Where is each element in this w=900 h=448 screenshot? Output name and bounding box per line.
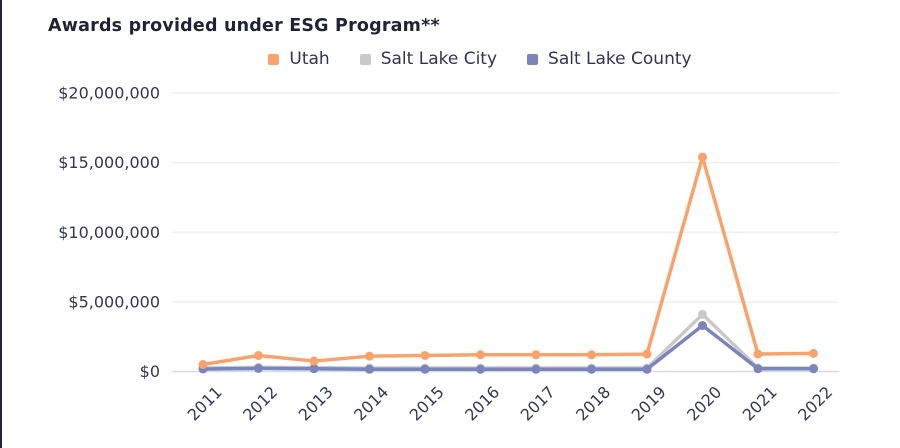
x-axis-labels-group: 2011 2012 2013 2014 2015 2016 2017 2018 2019 2020… bbox=[184, 382, 837, 424]
series-line-utah bbox=[201, 155, 816, 367]
y-axis-tick-label: $20,000,000 bbox=[58, 84, 160, 103]
legend-swatch-utah-icon bbox=[268, 53, 280, 65]
x-axis-tick-label: 2022 bbox=[794, 382, 836, 424]
data-point-salt-lake-county-2015 bbox=[420, 364, 430, 374]
data-point-utah-2014 bbox=[365, 351, 374, 361]
data-point-utah-2016 bbox=[476, 350, 485, 360]
gridlines-group bbox=[172, 92, 839, 373]
data-point-salt-lake-county-2012 bbox=[254, 363, 263, 373]
data-point-salt-lake-county-2018 bbox=[587, 364, 596, 374]
legend-swatch-salt-lake-city-icon bbox=[359, 53, 371, 65]
data-point-salt-lake-county-2017 bbox=[531, 364, 541, 374]
data-point-salt-lake-county-2016 bbox=[476, 364, 485, 374]
legend-label-salt-lake-city: Salt Lake City bbox=[380, 49, 498, 69]
legend-label-salt-lake-county: Salt Lake County bbox=[548, 49, 692, 69]
y-axis-tick-label: $0 bbox=[140, 362, 160, 381]
legend-item-salt-lake-city: Salt Lake City bbox=[359, 49, 498, 69]
x-axis-tick-label: 2016 bbox=[461, 382, 503, 424]
data-point-salt-lake-county-2014 bbox=[365, 364, 374, 374]
legend-item-utah: Utah bbox=[268, 49, 330, 69]
data-point-utah-2012 bbox=[254, 350, 263, 360]
legend-swatch-salt-lake-county-icon bbox=[527, 53, 539, 65]
data-point-utah-2019 bbox=[642, 349, 652, 359]
data-point-utah-2021 bbox=[753, 349, 763, 359]
x-axis-tick-label: 2020 bbox=[683, 382, 725, 424]
x-axis-tick-label: 2014 bbox=[350, 382, 392, 424]
y-axis-tick-label: $5,000,000 bbox=[68, 292, 160, 311]
data-point-salt-lake-city-2020 bbox=[698, 309, 707, 319]
data-point-utah-2020 bbox=[698, 152, 707, 162]
legend-label-utah: Utah bbox=[289, 49, 330, 69]
series-group bbox=[198, 152, 818, 374]
data-point-utah-2015 bbox=[420, 350, 430, 360]
data-point-utah-2018 bbox=[587, 350, 596, 360]
data-point-utah-2013 bbox=[309, 356, 319, 366]
x-axis-tick-label: 2019 bbox=[628, 382, 670, 424]
data-point-salt-lake-county-2022 bbox=[809, 364, 818, 374]
x-axis-tick-label: 2011 bbox=[184, 382, 226, 424]
legend-item-salt-lake-county: Salt Lake County bbox=[527, 49, 692, 69]
data-point-salt-lake-county-2019 bbox=[642, 364, 652, 374]
y-axis-tick-label: $15,000,000 bbox=[58, 153, 160, 172]
x-axis-tick-label: 2018 bbox=[572, 382, 614, 424]
data-point-salt-lake-county-2021 bbox=[753, 364, 763, 374]
data-point-utah-2022 bbox=[809, 348, 818, 358]
series-line-salt-lake-county bbox=[201, 323, 816, 372]
data-point-salt-lake-county-2020 bbox=[698, 321, 707, 331]
x-axis-tick-label: 2017 bbox=[517, 382, 559, 424]
card-left-border bbox=[0, 0, 2, 448]
x-axis-tick-label: 2015 bbox=[406, 382, 448, 424]
y-axis-labels-group: $0 $5,000,000 $10,000,000 $15,000,000 $20,00… bbox=[58, 84, 160, 382]
chart-title: Awards provided under ESG Program** bbox=[48, 16, 440, 36]
x-axis-tick-label: 2012 bbox=[239, 382, 281, 424]
data-point-utah-2011 bbox=[198, 360, 208, 370]
x-axis-tick-label: 2021 bbox=[739, 382, 781, 424]
chart-legend: Utah Salt Lake City Salt Lake County bbox=[60, 49, 900, 69]
x-axis-tick-label: 2013 bbox=[295, 382, 337, 424]
y-axis-tick-label: $10,000,000 bbox=[58, 223, 160, 242]
data-point-utah-2017 bbox=[531, 350, 541, 360]
data-point-salt-lake-county-2013 bbox=[309, 364, 319, 374]
